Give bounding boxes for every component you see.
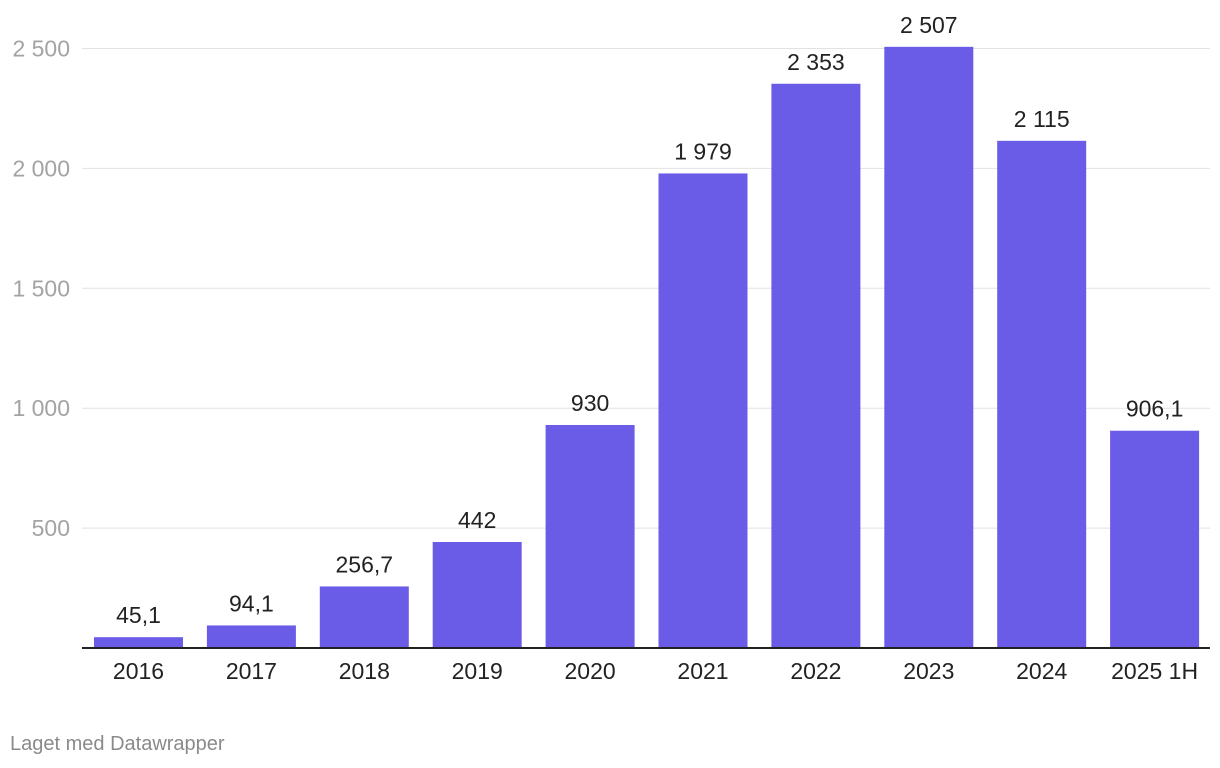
bar-2017 xyxy=(206,625,296,648)
bar-value-label: 2 507 xyxy=(900,12,958,38)
x-tick-label: 2016 xyxy=(113,658,164,684)
y-tick-label: 2 000 xyxy=(12,155,70,181)
bar-2016 xyxy=(94,637,183,648)
x-tick-label: 2022 xyxy=(790,658,841,684)
x-tick-label: 2021 xyxy=(677,658,728,684)
y-tick-label: 1 000 xyxy=(12,395,70,421)
bar-2019 xyxy=(432,542,522,648)
bar-value-label: 2 353 xyxy=(787,49,845,75)
bar-2022 xyxy=(771,83,861,648)
x-tick-label: 2018 xyxy=(339,658,390,684)
y-tick-label: 500 xyxy=(32,515,70,541)
bar-value-label: 94,1 xyxy=(229,590,274,616)
y-tick-label: 2 500 xyxy=(12,36,70,62)
bar-value-label: 45,1 xyxy=(116,602,161,628)
bar-2025-1h xyxy=(1110,430,1200,648)
x-tick-label: 2024 xyxy=(1016,658,1067,684)
bar-value-label: 2 115 xyxy=(1014,106,1070,132)
bar-value-label: 256,7 xyxy=(336,551,394,577)
bar-2020 xyxy=(545,424,635,648)
bar-value-label: 906,1 xyxy=(1126,396,1184,422)
x-tick-label: 2025 1H xyxy=(1111,658,1198,684)
bar-value-label: 1 979 xyxy=(674,138,732,164)
x-tick-label: 2017 xyxy=(226,658,277,684)
bar-2018 xyxy=(319,586,409,648)
bar-value-label: 442 xyxy=(458,507,496,533)
bar-value-label: 930 xyxy=(571,390,609,416)
x-tick-label: 2019 xyxy=(452,658,503,684)
bar-2023 xyxy=(884,46,974,648)
bar-2021 xyxy=(658,173,748,649)
footer-credit[interactable]: Laget med Datawrapper xyxy=(10,733,225,755)
bar-2024 xyxy=(997,140,1087,648)
x-tick-label: 2023 xyxy=(903,658,954,684)
x-tick-label: 2020 xyxy=(565,658,616,684)
y-tick-label: 1 500 xyxy=(12,275,70,301)
